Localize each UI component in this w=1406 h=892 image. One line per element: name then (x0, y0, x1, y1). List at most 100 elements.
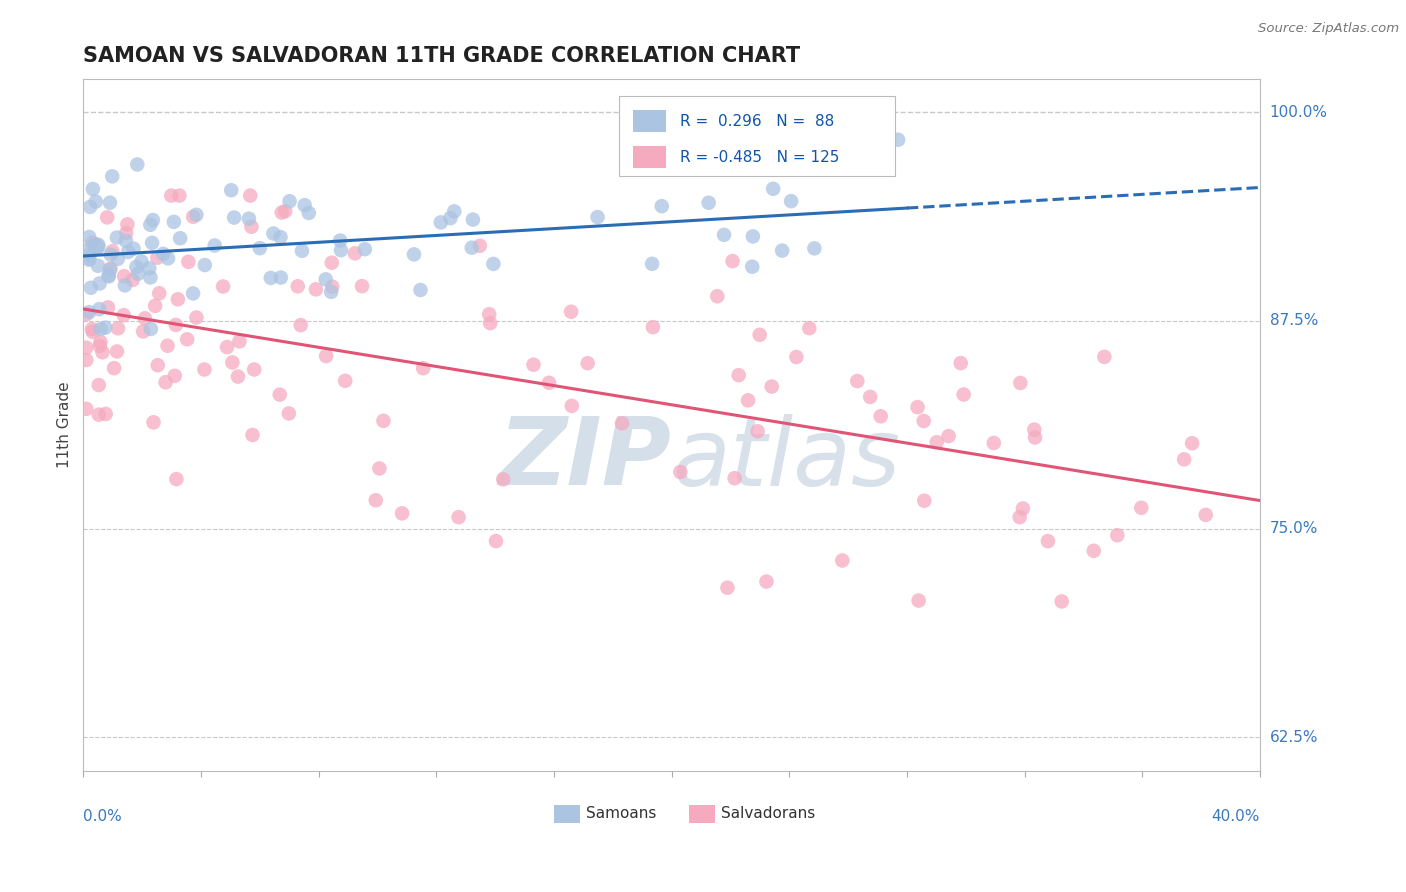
Point (117, 217, 139, 231)
Point (1083, 543, 1105, 558)
Point (212, 279, 235, 293)
Point (343, 246, 366, 260)
Point (1107, 528, 1129, 542)
Point (321, 285, 343, 299)
Point (561, 399, 583, 413)
Point (80, 281, 103, 295)
Point (75, 401, 97, 416)
Point (125, 260, 148, 274)
Point (277, 407, 299, 421)
Point (167, 293, 190, 307)
Point (724, 471, 747, 485)
Point (240, 219, 263, 234)
Point (641, 320, 664, 334)
Point (77, 305, 100, 319)
Point (94, 407, 117, 421)
Point (803, 241, 825, 255)
Point (163, 215, 186, 229)
Point (290, 318, 312, 333)
Point (194, 258, 217, 272)
Text: atlas: atlas (672, 414, 900, 505)
Point (181, 286, 204, 301)
Text: Samoans: Samoans (586, 806, 657, 822)
Point (131, 254, 153, 268)
Point (141, 235, 163, 250)
Point (269, 387, 291, 401)
Point (152, 247, 174, 261)
Point (846, 374, 869, 388)
Point (468, 239, 491, 253)
Point (761, 379, 783, 393)
Point (461, 212, 484, 227)
Point (138, 261, 160, 276)
Point (122, 242, 145, 256)
Point (1012, 501, 1035, 516)
Point (755, 574, 778, 589)
Point (186, 208, 208, 222)
Point (952, 387, 974, 401)
Point (329, 234, 352, 248)
Point (1008, 510, 1031, 524)
Point (741, 229, 763, 244)
Point (239, 188, 262, 202)
Point (335, 374, 357, 388)
Point (127, 157, 149, 171)
Point (87, 378, 110, 392)
Point (713, 155, 735, 169)
Point (770, 244, 793, 258)
Point (79, 200, 101, 214)
Point (478, 307, 501, 321)
Point (75, 307, 97, 321)
Point (262, 227, 284, 241)
Point (80, 322, 103, 336)
Point (586, 210, 609, 224)
Point (77, 242, 100, 256)
Point (98, 195, 121, 210)
Point (287, 279, 309, 293)
Point (350, 279, 373, 293)
Point (94, 320, 117, 334)
Point (100, 261, 122, 276)
Point (869, 409, 891, 424)
Point (353, 242, 375, 256)
Point (105, 230, 128, 244)
Point (142, 213, 165, 227)
Point (260, 271, 283, 285)
Point (176, 332, 198, 346)
Point (402, 247, 425, 261)
Point (89, 302, 111, 317)
Point (87, 237, 110, 252)
Point (831, 553, 853, 567)
Point (97, 268, 120, 283)
Point (907, 400, 929, 414)
Point (215, 340, 238, 354)
Point (96, 211, 118, 225)
Point (238, 211, 260, 226)
Text: ZIP: ZIP (499, 413, 672, 506)
Point (430, 215, 453, 229)
Point (115, 226, 138, 240)
Point (482, 257, 505, 271)
Point (485, 534, 508, 549)
Point (907, 593, 929, 607)
Point (1173, 452, 1195, 467)
Point (103, 361, 125, 376)
Point (716, 581, 738, 595)
Point (98, 262, 121, 277)
Point (799, 321, 821, 335)
Point (112, 269, 135, 284)
Point (274, 204, 297, 219)
Point (84, 237, 107, 252)
Point (77, 252, 100, 267)
Point (75, 341, 97, 355)
Text: R = -0.485   N = 125: R = -0.485 N = 125 (681, 150, 839, 164)
Point (139, 218, 162, 232)
Point (321, 255, 343, 269)
Point (115, 234, 138, 248)
Point (983, 436, 1005, 450)
Text: 87.5%: 87.5% (1270, 313, 1317, 328)
Point (391, 506, 413, 520)
Point (139, 270, 162, 285)
Point (1130, 500, 1153, 515)
Point (117, 244, 139, 259)
